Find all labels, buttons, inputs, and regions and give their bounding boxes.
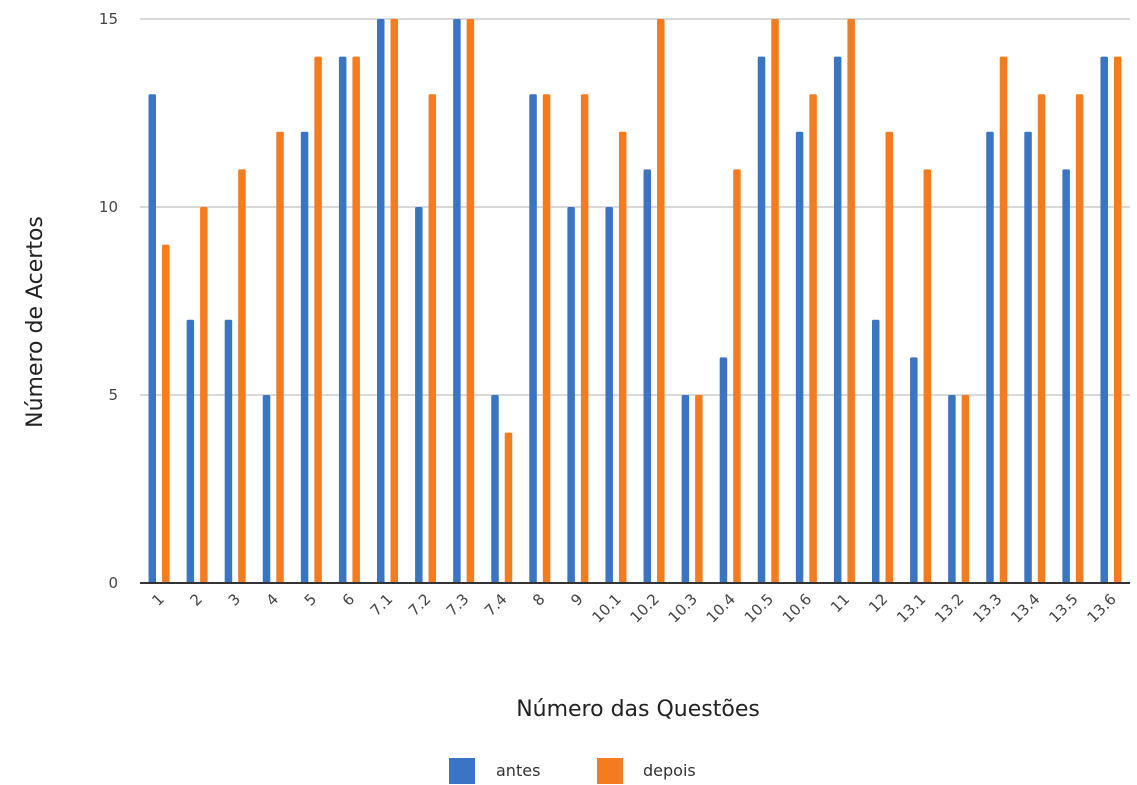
x-tick-label-7-3: 7.3: [443, 590, 473, 620]
bar-antes-10-4: [719, 357, 728, 583]
bar-depois-4: [276, 131, 284, 584]
x-tick-label-8: 8: [529, 590, 548, 609]
bar-depois-10-2: [657, 19, 665, 583]
y-tick-label-10: 10: [99, 198, 118, 216]
bar-antes-13-1: [910, 357, 918, 583]
x-tick-label-10-3: 10.3: [665, 590, 701, 626]
bar-antes-10-2: [643, 169, 652, 583]
bar-antes-12: [872, 319, 880, 583]
bar-antes-4: [262, 395, 271, 583]
bar-antes-7-4: [491, 395, 499, 583]
x-tick-label-10-1: 10.1: [588, 590, 624, 626]
x-tick-label-2: 2: [186, 590, 205, 609]
legend: antes depois: [449, 758, 696, 784]
bar-depois-1: [162, 244, 170, 583]
x-tick-label-11: 11: [827, 590, 853, 616]
bar-depois-13-6: [1113, 56, 1122, 584]
x-tick-label-13-6: 13.6: [1083, 590, 1119, 626]
x-axis-title: Número das Questões: [516, 697, 760, 722]
bar-depois-13-1: [923, 169, 932, 583]
legend-label-depois: depois: [643, 761, 696, 780]
x-tick-label-7-1: 7.1: [367, 590, 397, 620]
legend-swatch-antes: [449, 758, 475, 784]
x-tick-label-3: 3: [225, 590, 244, 609]
x-tick-label-9: 9: [567, 590, 586, 609]
bar-antes-1: [148, 94, 157, 583]
bar-antes-13-6: [1100, 56, 1108, 584]
bar-depois-11: [847, 19, 855, 583]
bar-antes-5: [300, 131, 309, 584]
bar-antes-13-3: [986, 131, 994, 584]
bar-antes-7-1: [377, 19, 385, 583]
x-tick-label-13-3: 13.3: [969, 590, 1005, 626]
legend-item-depois: depois: [597, 758, 696, 784]
x-tick-label-13-2: 13.2: [931, 590, 967, 626]
gridlines: [140, 18, 1130, 396]
bar-depois-9: [580, 94, 589, 583]
bar-depois-7-3: [466, 19, 475, 583]
bar-depois-8: [542, 94, 551, 583]
bar-antes-7-2: [415, 207, 423, 583]
bar-antes-11: [833, 56, 842, 584]
bar-antes-2: [186, 319, 195, 583]
bar-depois-2: [200, 207, 208, 583]
x-tick-label-4: 4: [263, 590, 282, 609]
bar-depois-3: [238, 169, 246, 583]
y-tick-label-5: 5: [108, 386, 118, 404]
bar-antes-3: [224, 319, 233, 583]
x-tick-label-6: 6: [339, 590, 358, 609]
bar-antes-13-4: [1024, 131, 1032, 584]
x-tick-label-10-2: 10.2: [627, 590, 663, 626]
bar-depois-13-5: [1075, 94, 1084, 583]
x-tick-label-13-1: 13.1: [893, 590, 929, 626]
bar-depois-10-3: [695, 395, 703, 583]
x-tick-label-7-2: 7.2: [405, 590, 435, 620]
bar-depois-13-4: [1037, 94, 1046, 583]
x-tick-label-7-4: 7.4: [481, 590, 511, 620]
bar-antes-10-3: [681, 395, 690, 583]
bar-depois-7-2: [428, 94, 437, 583]
bar-depois-10-5: [771, 19, 779, 583]
x-tick-label-10-6: 10.6: [779, 590, 815, 626]
legend-item-antes: antes: [449, 758, 540, 784]
bar-depois-7-4: [504, 432, 513, 583]
bar-antes-13-5: [1062, 169, 1070, 583]
bar-depois-10-1: [618, 131, 627, 584]
legend-label-antes: antes: [496, 761, 540, 780]
bar-depois-13-2: [961, 395, 970, 583]
y-tick-label-0: 0: [108, 574, 118, 592]
bar-depois-6: [352, 56, 360, 584]
bars: [148, 19, 1122, 584]
x-tick-label-10-4: 10.4: [703, 590, 739, 626]
bar-depois-13-3: [999, 56, 1008, 584]
bar-antes-7-3: [453, 19, 461, 583]
y-tick-label-15: 15: [99, 10, 118, 28]
x-tick-label-12: 12: [865, 590, 891, 616]
bar-antes-13-2: [948, 395, 956, 583]
x-tick-label-10-5: 10.5: [741, 590, 777, 626]
x-tick-label-13-5: 13.5: [1045, 590, 1081, 626]
bar-antes-10-1: [605, 207, 613, 583]
x-tick-label-1: 1: [148, 590, 167, 609]
bar-antes-10-5: [757, 56, 766, 584]
bar-depois-12: [885, 131, 893, 584]
y-axis-tick-labels: 0 5 10 15: [99, 10, 118, 592]
bar-depois-10-4: [733, 169, 741, 583]
legend-swatch-depois: [597, 758, 623, 784]
bar-antes-8: [529, 94, 537, 583]
bar-depois-5: [314, 56, 322, 584]
bar-depois-10-6: [809, 94, 817, 583]
x-tick-label-5: 5: [301, 590, 320, 609]
bar-antes-6: [338, 56, 347, 584]
bar-depois-7-1: [390, 19, 398, 583]
y-axis-title: Número de Acertos: [23, 216, 48, 428]
bar-antes-9: [567, 207, 575, 583]
x-axis-tick-labels: 1 2 3 4 5 6 7.1 7.2 7.3 7.4 8 9 10.1 10.2 10.3 10.4 10.5…: [148, 590, 1119, 626]
bar-antes-10-6: [795, 131, 804, 584]
x-tick-label-13-4: 13.4: [1007, 590, 1043, 626]
